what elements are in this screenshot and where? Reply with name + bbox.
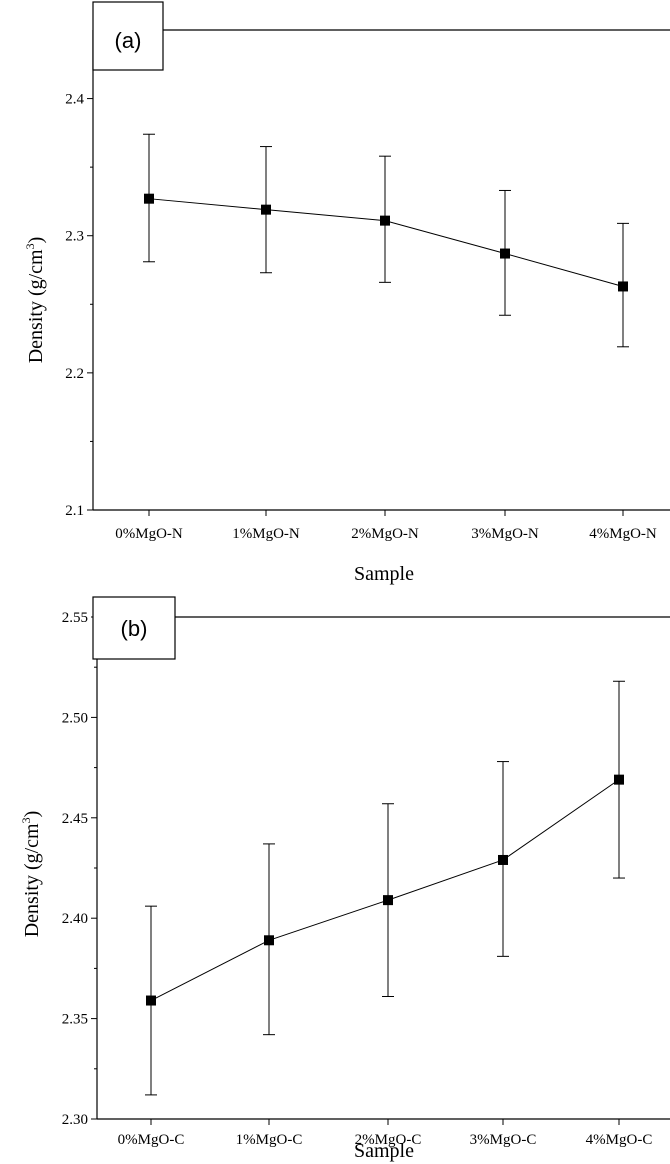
x-tick-label: 1%MgO-C xyxy=(236,1132,303,1148)
data-point xyxy=(264,935,274,946)
y-axis-title-sup: 3 xyxy=(19,817,33,823)
y-axis-title-text: Density (g/cm xyxy=(25,249,47,363)
data-point xyxy=(500,248,510,259)
y-tick-label: 2.50 xyxy=(62,710,88,726)
x-tick-label: 0%MgO-C xyxy=(118,1132,185,1148)
chart-panel-a: Sample Density (g/cm3) 2.1 2.2 2.3 2.4 0%MgO… xyxy=(23,1,670,585)
x-tick-label: 4%MgO-N xyxy=(589,526,657,542)
y-tick-label: 2.35 xyxy=(62,1012,88,1028)
x-axis-title: Sample xyxy=(354,1140,414,1162)
data-point xyxy=(146,995,156,1006)
x-tick-label: 2%MgO-N xyxy=(351,526,419,542)
x-tick-label: 0%MgO-N xyxy=(115,526,183,542)
panel-label-box xyxy=(92,1,164,71)
x-axis-title: Sample xyxy=(354,563,414,585)
data-point xyxy=(380,215,390,226)
panel-label: (b) xyxy=(121,616,148,641)
y-axis-title: Density (g/cm3) xyxy=(23,237,47,364)
y-tick-label: 2.3 xyxy=(65,229,84,245)
y-tick-label: 2.55 xyxy=(62,610,88,626)
panel-label: (a) xyxy=(115,28,142,53)
y-tick-label: 2.1 xyxy=(65,503,84,519)
x-tick-label: 1%MgO-N xyxy=(232,526,300,542)
y-axis-title: Density (g/cm3) xyxy=(19,811,43,938)
chart-panel-b: Sample Density (g/cm3) 2.30 2.35 2.40 2.45 2… xyxy=(19,596,670,1162)
x-tick-label: 4%MgO-C xyxy=(586,1132,653,1148)
data-point xyxy=(383,895,393,906)
y-tick-label: 2.30 xyxy=(62,1112,88,1128)
y-axis-title-close: ) xyxy=(21,811,43,818)
series-line xyxy=(148,198,624,287)
panel-label-box xyxy=(92,596,176,660)
data-point xyxy=(498,854,508,865)
y-tick-label: 2.40 xyxy=(62,911,88,927)
y-axis-title-text: Density (g/cm xyxy=(21,823,43,937)
series-line xyxy=(150,779,620,1001)
y-tick-label: 2.45 xyxy=(62,811,88,827)
x-tick-label: 2%MgO-C xyxy=(355,1132,422,1148)
y-tick-label: 2.4 xyxy=(65,92,84,108)
data-point xyxy=(144,193,154,204)
y-axis-title-sup: 3 xyxy=(23,243,37,249)
data-point xyxy=(261,204,271,215)
data-point xyxy=(618,281,628,292)
y-axis-title-close: ) xyxy=(25,237,47,244)
data-point xyxy=(614,774,624,785)
y-tick-label: 2.2 xyxy=(65,366,84,382)
x-tick-label: 3%MgO-N xyxy=(471,526,539,542)
x-tick-label: 3%MgO-C xyxy=(470,1132,537,1148)
